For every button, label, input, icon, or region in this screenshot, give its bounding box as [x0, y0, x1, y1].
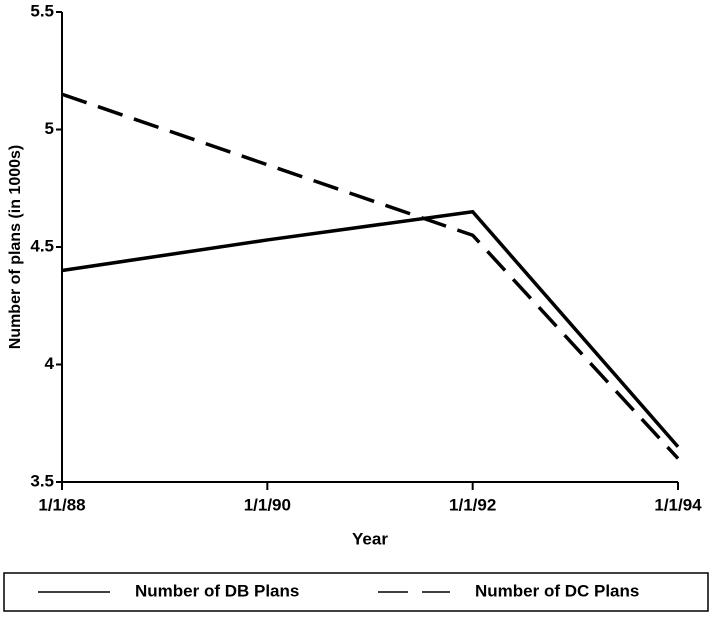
y-tick-label: 3.5	[30, 471, 54, 490]
x-tick-label: 1/1/88	[38, 495, 85, 514]
y-axis-label: Number of plans (in 1000s)	[7, 145, 24, 350]
legend-label: Number of DB Plans	[135, 581, 299, 600]
y-tick-label: 4.5	[30, 236, 54, 255]
x-axis-label: Year	[352, 529, 388, 548]
y-tick-label: 5.5	[30, 1, 54, 20]
legend-box	[3, 572, 709, 612]
legend-label: Number of DC Plans	[475, 581, 639, 600]
series-line	[61, 209, 680, 448]
y-tick-label: 5	[45, 119, 54, 138]
series-line	[61, 92, 680, 460]
x-tick-label: 1/1/90	[244, 495, 291, 514]
x-tick-label: 1/1/92	[449, 495, 496, 514]
x-tick-label: 1/1/94	[654, 495, 702, 514]
y-tick-label: 4	[45, 354, 55, 373]
